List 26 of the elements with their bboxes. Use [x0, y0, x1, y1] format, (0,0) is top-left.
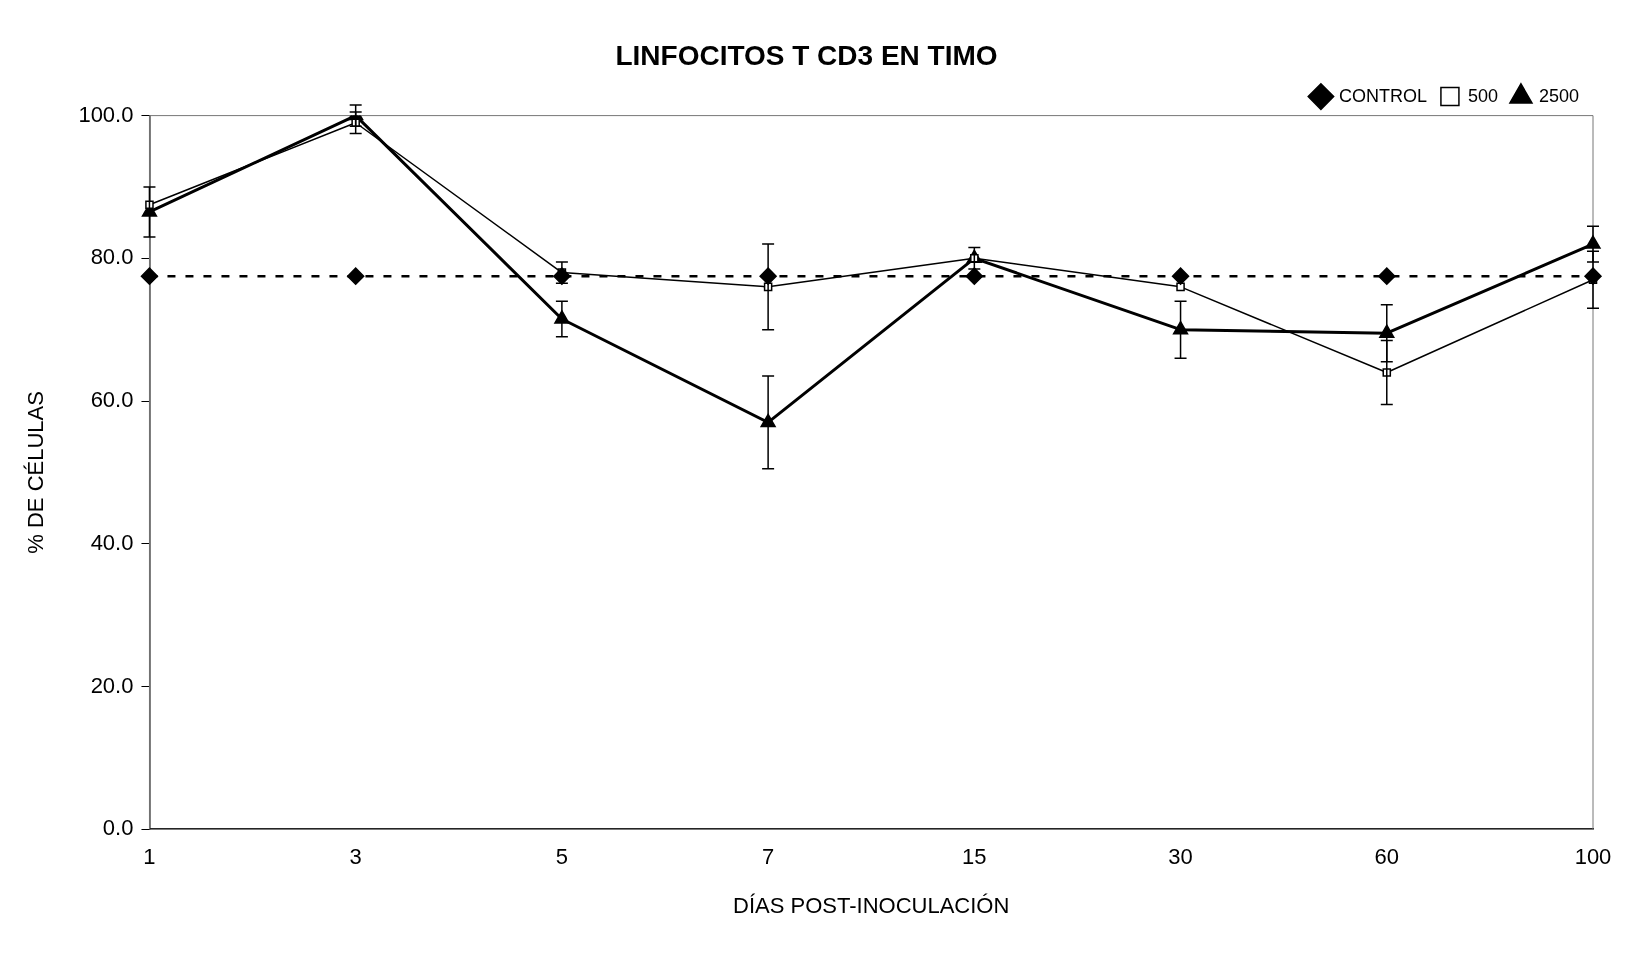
y-tick-label: 80.0: [90, 244, 134, 270]
x-axis-title: DÍAS POST-INOCULACIÓN: [733, 892, 1010, 918]
x-tick-label: 3: [349, 844, 362, 870]
point: [965, 267, 984, 285]
y-tick-label: 100.0: [78, 101, 134, 127]
x-tick-label: 100: [1574, 844, 1612, 870]
legend-label: 2500: [1538, 85, 1579, 106]
x-tick-label: 30: [1168, 844, 1193, 870]
point: [1378, 267, 1396, 285]
point: [1176, 282, 1185, 292]
x-tick-label: 1: [143, 844, 156, 870]
y-tick-label: 60.0: [90, 387, 134, 413]
y-tick-label: 0.0: [102, 815, 134, 841]
x-tick-label: 5: [555, 844, 569, 870]
x-tick-label: 7: [761, 844, 775, 870]
point: [140, 267, 159, 285]
x-tick-label: 60: [1374, 844, 1400, 870]
legend-label: 500: [1467, 85, 1498, 106]
point: [1171, 267, 1190, 285]
y-tick-label: 40.0: [90, 529, 134, 555]
x-tick-label: 15: [962, 844, 987, 870]
chart-title: LINFOCITOS T CD3 EN TIMO: [615, 39, 998, 71]
legend-label: CONTROL: [1338, 85, 1427, 106]
point: [346, 267, 365, 285]
y-tick-label: 20.0: [90, 672, 134, 698]
y-axis-title: % DE CÉLULAS: [23, 391, 49, 554]
